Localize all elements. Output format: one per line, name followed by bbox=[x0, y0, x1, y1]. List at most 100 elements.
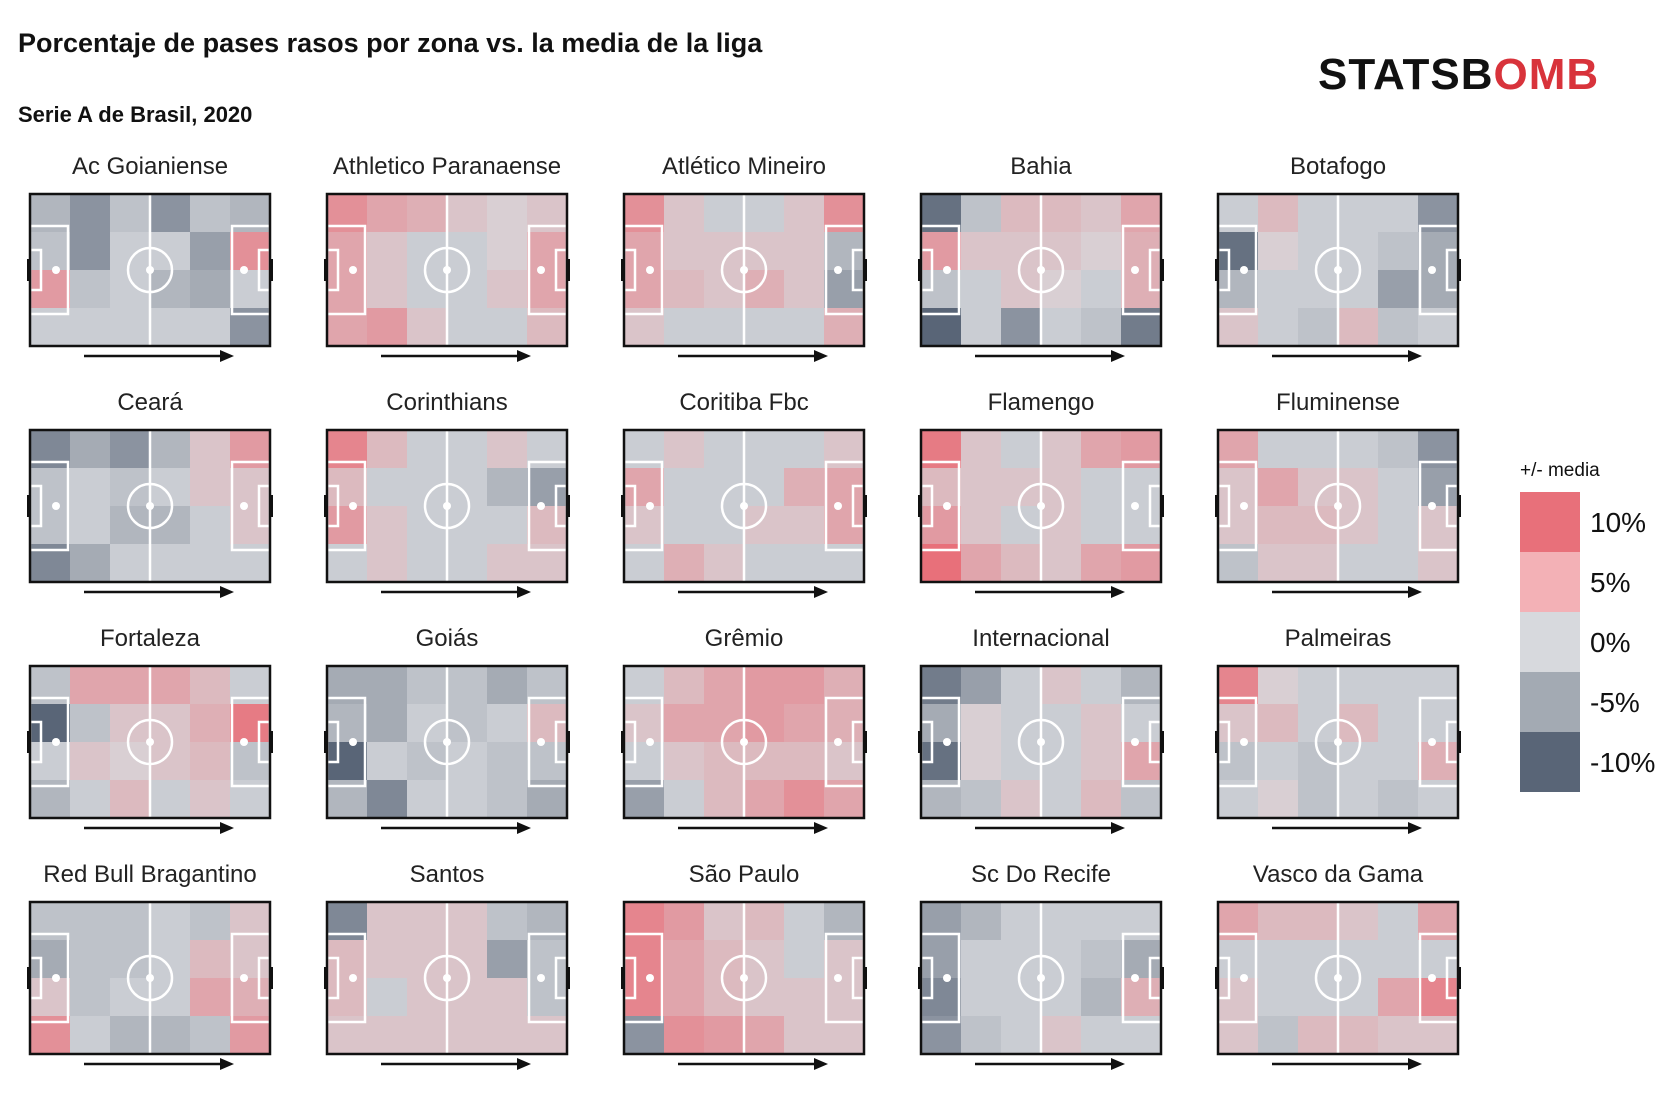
team-name: Flamengo bbox=[988, 389, 1095, 416]
heatmap-cell bbox=[70, 704, 110, 742]
direction-arrow-head bbox=[814, 586, 828, 598]
heatmap-cell bbox=[961, 308, 1001, 346]
pitch-border bbox=[28, 192, 272, 348]
heatmap-cell bbox=[1041, 1016, 1081, 1054]
goal-right bbox=[1161, 259, 1164, 281]
heatmap-cell bbox=[1378, 308, 1418, 346]
goal-left bbox=[621, 259, 624, 281]
heatmap-cell bbox=[961, 506, 1001, 544]
team-name: Grêmio bbox=[705, 625, 784, 652]
heatmap-cell bbox=[367, 978, 407, 1016]
pitch-border bbox=[1216, 192, 1460, 348]
heatmap-cell bbox=[1041, 308, 1081, 346]
heatmap-cell bbox=[367, 780, 407, 818]
center-circle bbox=[1017, 718, 1065, 766]
penalty-spot-right bbox=[1428, 266, 1436, 274]
pitch-border bbox=[919, 900, 1163, 1056]
legend-label: -5% bbox=[1590, 687, 1640, 718]
heatmap-cell bbox=[70, 742, 110, 780]
center-spot bbox=[146, 266, 154, 274]
heatmap-cell bbox=[70, 978, 110, 1016]
heatmap-cell bbox=[1258, 194, 1298, 232]
heatmap-cell bbox=[367, 902, 407, 940]
heatmap-cell bbox=[1378, 780, 1418, 818]
goal-left bbox=[918, 731, 921, 753]
penalty-spot-left bbox=[52, 266, 60, 274]
heatmap-cell bbox=[487, 232, 527, 270]
center-spot bbox=[443, 974, 451, 982]
heatmap-cell bbox=[784, 940, 824, 978]
heatmap-cell bbox=[1258, 940, 1298, 978]
goal-right bbox=[270, 259, 273, 281]
penalty-spot-left bbox=[349, 502, 357, 510]
goal-left bbox=[1215, 731, 1218, 753]
penalty-spot-left bbox=[943, 502, 951, 510]
heatmap-cell bbox=[664, 270, 704, 308]
heatmap-cell bbox=[784, 666, 824, 704]
goal-right bbox=[864, 731, 867, 753]
center-spot bbox=[443, 266, 451, 274]
penalty-spot-left bbox=[349, 974, 357, 982]
heatmap-cell bbox=[961, 232, 1001, 270]
pitch-border bbox=[1216, 664, 1460, 820]
heatmap-cell bbox=[784, 232, 824, 270]
team-panel: Palmeiras bbox=[1215, 625, 1461, 834]
heatmap-cell bbox=[447, 902, 487, 940]
heatmap-cell bbox=[1378, 742, 1418, 780]
heatmap-cell bbox=[487, 978, 527, 1016]
heatmap-cell bbox=[1338, 430, 1378, 468]
heatmap-cell bbox=[704, 902, 744, 940]
team-panel: Ac Goianiense bbox=[27, 153, 273, 362]
penalty-spot-left bbox=[943, 974, 951, 982]
penalty-spot-right bbox=[1428, 974, 1436, 982]
heatmap-cell bbox=[1081, 430, 1121, 468]
heatmap-cell bbox=[744, 194, 784, 232]
heatmap-cell bbox=[367, 1016, 407, 1054]
heatmap-cell bbox=[1081, 940, 1121, 978]
heatmap-cell bbox=[704, 780, 744, 818]
penalty-spot-left bbox=[1240, 502, 1248, 510]
legend-swatch bbox=[1520, 552, 1580, 612]
direction-arrow-head bbox=[1111, 822, 1125, 834]
center-spot bbox=[443, 738, 451, 746]
heatmap-cell bbox=[1298, 308, 1338, 346]
heatmap-cell bbox=[961, 544, 1001, 582]
center-circle bbox=[1017, 954, 1065, 1002]
heatmap-cell bbox=[1298, 902, 1338, 940]
heatmap-cell bbox=[1338, 194, 1378, 232]
center-spot bbox=[1037, 266, 1045, 274]
heatmap-cell bbox=[961, 742, 1001, 780]
center-spot bbox=[740, 974, 748, 982]
center-circle bbox=[720, 246, 768, 294]
statsbomb-logo: STATSBOMB bbox=[1318, 50, 1599, 100]
center-circle bbox=[1314, 246, 1362, 294]
heatmap-cell bbox=[487, 1016, 527, 1054]
penalty-spot-right bbox=[537, 738, 545, 746]
heatmap-cell bbox=[367, 430, 407, 468]
center-spot bbox=[740, 266, 748, 274]
center-circle bbox=[423, 246, 471, 294]
heatmap-cell bbox=[1081, 232, 1121, 270]
heatmap-cell bbox=[487, 308, 527, 346]
heatmap-cell bbox=[664, 308, 704, 346]
heatmap-cell bbox=[190, 270, 230, 308]
heatmap-cell bbox=[704, 666, 744, 704]
goal-right bbox=[1161, 967, 1164, 989]
heatmap-cell bbox=[447, 430, 487, 468]
goal-right bbox=[1458, 731, 1461, 753]
heatmap-cell bbox=[704, 430, 744, 468]
direction-arrow-head bbox=[1408, 1058, 1422, 1070]
heatmap-cell bbox=[1378, 506, 1418, 544]
heatmap-cell bbox=[961, 902, 1001, 940]
heatmap-cell bbox=[744, 666, 784, 704]
center-circle bbox=[423, 954, 471, 1002]
heatmap-cell bbox=[784, 902, 824, 940]
heatmap-cell bbox=[407, 1016, 447, 1054]
heatmap-cell bbox=[1378, 704, 1418, 742]
goal-right bbox=[1458, 967, 1461, 989]
heatmap-cell bbox=[1081, 742, 1121, 780]
direction-arrow-head bbox=[1408, 350, 1422, 362]
heatmap-cell bbox=[487, 544, 527, 582]
heatmap-cell bbox=[784, 308, 824, 346]
team-panel: Internacional bbox=[918, 625, 1164, 834]
